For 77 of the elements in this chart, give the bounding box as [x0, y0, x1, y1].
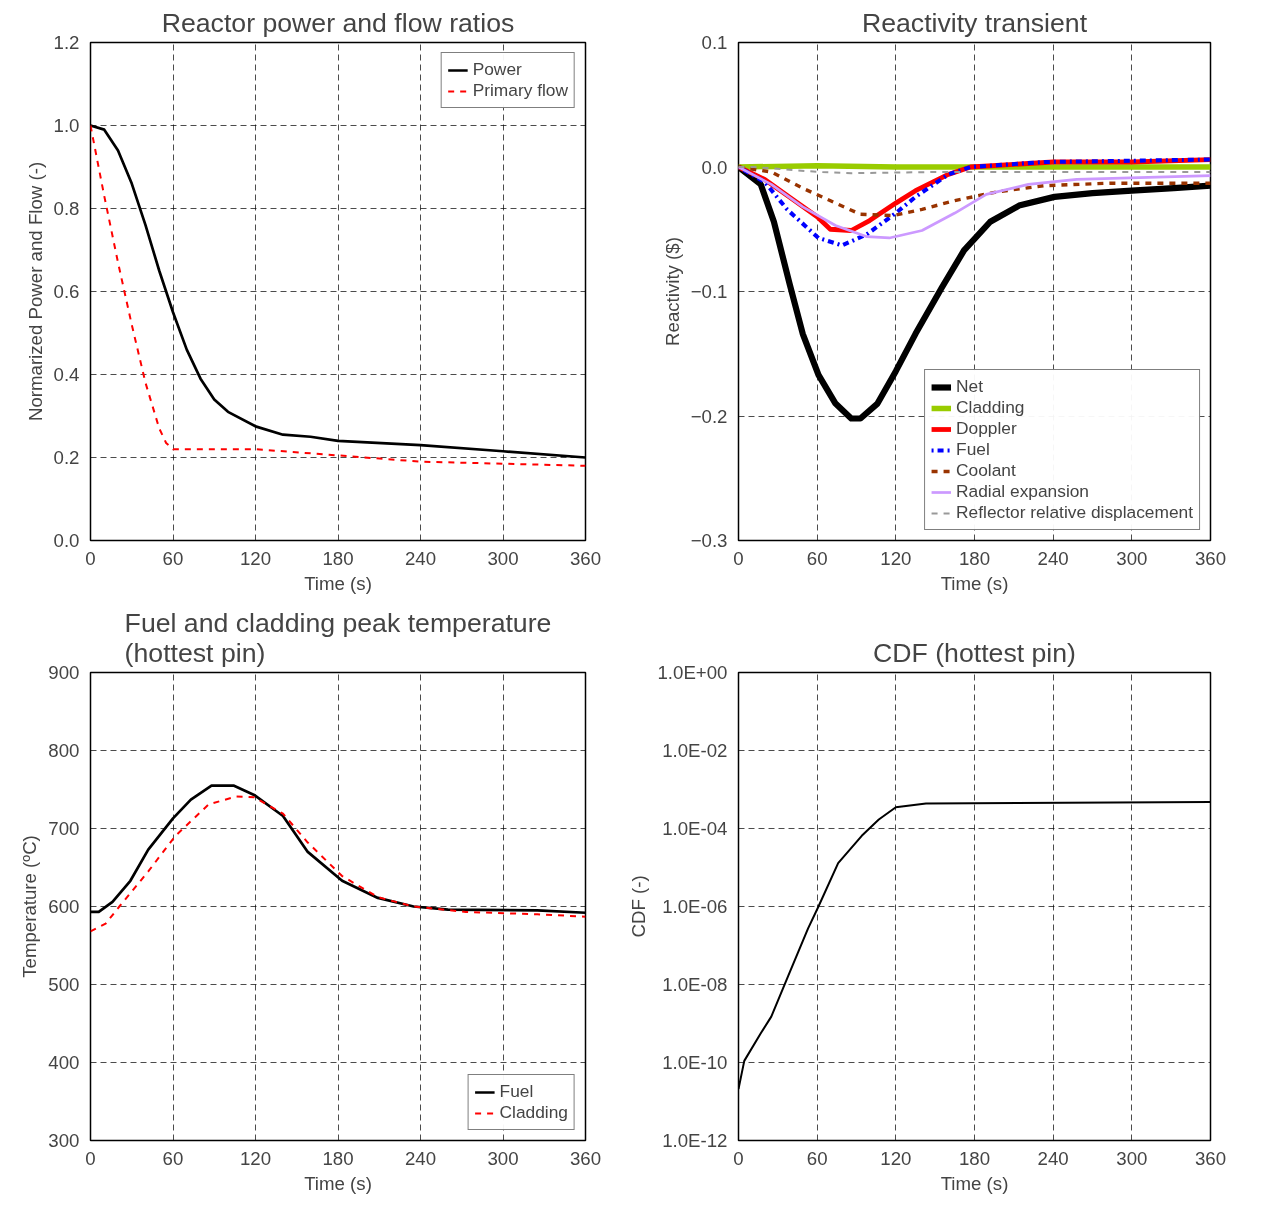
- y-tick-label: 300: [48, 1130, 80, 1151]
- chart-title: Fuel and cladding peak temperature (hottest pin): [124, 607, 552, 668]
- x-tick-label: 180: [958, 1147, 991, 1169]
- legend-label: Power: [472, 59, 522, 80]
- legend-label: Net: [956, 376, 984, 397]
- y-tick-label: 1.0E-08: [662, 974, 728, 995]
- y-tick-label: 600: [48, 896, 80, 917]
- x-tick-label: 120: [239, 1147, 272, 1169]
- x-tick-label: 240: [404, 1147, 437, 1169]
- x-tick-label: 60: [162, 547, 184, 569]
- y-tick-label: 1.0E-06: [662, 896, 728, 917]
- legend-label: Fuel: [499, 1081, 534, 1102]
- y-tick-label: 1.0E-04: [662, 818, 728, 839]
- x-tick-label: 300: [1116, 1147, 1148, 1169]
- x-tick-label: 360: [1194, 1147, 1227, 1169]
- legend-label: Cladding: [499, 1102, 568, 1123]
- legend-label: Primary flow: [472, 80, 568, 101]
- y-tick-label: 1.0: [53, 115, 80, 136]
- chart-title: CDF (hottest pin): [873, 637, 1076, 668]
- y-axis-title: Temperature (ºC): [19, 835, 41, 978]
- x-tick-label: 360: [1194, 547, 1227, 569]
- x-tick-label: 240: [1037, 547, 1069, 569]
- x-tick-label: 360: [569, 1147, 602, 1169]
- x-tick-label: 0: [85, 547, 96, 569]
- y-axis-title: CDF (-): [628, 875, 650, 938]
- y-tick-label: 800: [48, 740, 80, 761]
- y-tick-label: 0.1: [701, 32, 728, 53]
- chart-title: Reactivity transient: [861, 7, 1088, 38]
- x-tick-label: 0: [85, 1147, 96, 1169]
- x-tick-label: 60: [162, 1147, 184, 1169]
- y-tick-label: −0.1: [690, 281, 728, 302]
- legend-label: Fuel: [956, 439, 990, 460]
- y-tick-label: 1.0E-02: [662, 740, 728, 761]
- y-axis-title: Normarized Power and Flow (-): [24, 161, 46, 422]
- x-axis-title: Time (s): [304, 1172, 372, 1194]
- y-tick-label: 500: [48, 974, 80, 995]
- y-tick-label: 0.8: [53, 198, 80, 219]
- y-axis-title: Reactivity ($): [661, 237, 683, 346]
- y-tick-label: 1.0E-12: [662, 1130, 728, 1151]
- legend-label: Cladding: [956, 397, 1025, 418]
- y-tick-label: 0.0: [53, 530, 80, 551]
- y-tick-label: −0.2: [690, 405, 728, 427]
- x-tick-label: 120: [239, 547, 272, 569]
- x-tick-label: 360: [569, 547, 602, 569]
- legend-label: Radial expansion: [956, 481, 1090, 502]
- x-axis-title: Time (s): [940, 1172, 1009, 1194]
- x-tick-label: 300: [487, 1147, 519, 1169]
- x-tick-label: 0: [733, 547, 744, 569]
- x-tick-label: 240: [404, 547, 437, 569]
- x-tick-label: 120: [880, 547, 912, 569]
- x-tick-label: 0: [733, 1147, 744, 1169]
- x-axis-title: Time (s): [304, 572, 372, 594]
- x-tick-label: 180: [958, 547, 991, 569]
- y-tick-label: 0.2: [53, 447, 80, 468]
- x-tick-label: 120: [880, 1147, 912, 1169]
- y-tick-label: −0.3: [690, 530, 728, 551]
- x-tick-label: 180: [322, 547, 354, 569]
- y-tick-label: 1.0E+00: [657, 662, 728, 683]
- y-tick-label: 1.2: [53, 32, 80, 53]
- legend-label: Doppler: [956, 418, 1017, 439]
- legend-label: Coolant: [956, 460, 1016, 481]
- x-tick-label: 300: [487, 547, 519, 569]
- y-tick-label: 0.6: [53, 281, 80, 302]
- x-tick-label: 60: [806, 547, 828, 569]
- y-tick-label: 0.0: [701, 156, 728, 178]
- x-axis-title: Time (s): [940, 572, 1009, 594]
- chart-title: Reactor power and flow ratios: [161, 7, 515, 38]
- y-tick-label: 400: [48, 1052, 80, 1073]
- x-tick-label: 240: [1037, 1147, 1069, 1169]
- legend-label: Reflector relative displacement: [956, 502, 1193, 523]
- x-tick-label: 300: [1116, 547, 1148, 569]
- y-tick-label: 1.0E-10: [662, 1052, 728, 1073]
- y-tick-label: 700: [48, 818, 80, 839]
- x-tick-label: 180: [322, 1147, 354, 1169]
- y-tick-label: 0.4: [53, 364, 80, 385]
- x-tick-label: 60: [806, 1147, 828, 1169]
- y-tick-label: 900: [48, 662, 80, 683]
